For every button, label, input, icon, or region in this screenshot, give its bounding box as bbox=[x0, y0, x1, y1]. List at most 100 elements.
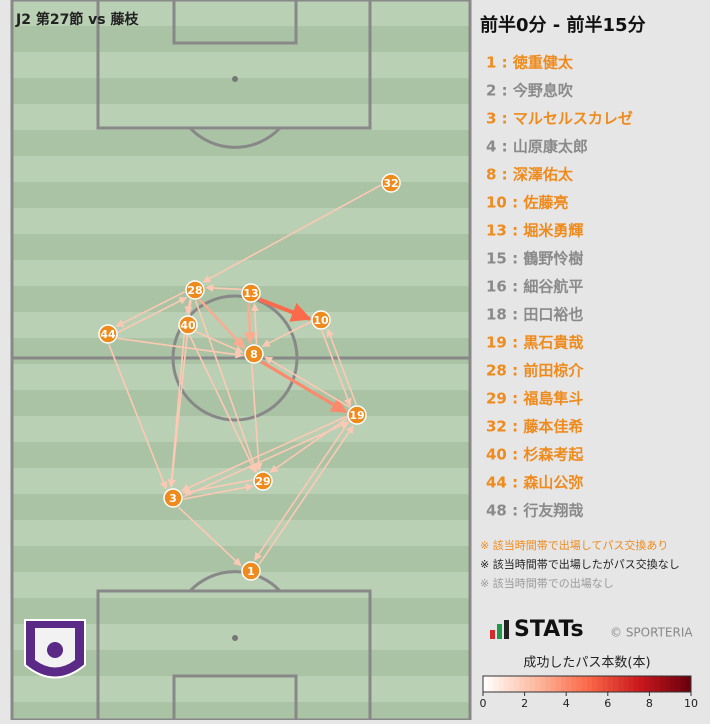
pass-edge bbox=[269, 417, 348, 473]
stripe bbox=[12, 702, 470, 724]
stripe bbox=[12, 364, 470, 390]
node-label: 3 bbox=[169, 492, 177, 505]
colorbar-tick-label: 6 bbox=[604, 697, 611, 710]
player-label: 32 : 藤本佳希 bbox=[486, 418, 583, 436]
stripe bbox=[12, 0, 470, 26]
pass-edge bbox=[264, 356, 351, 409]
player-label: 28 : 前田椋介 bbox=[486, 362, 584, 380]
player-node bbox=[163, 488, 183, 508]
player-label: 13 : 堀米勇輝 bbox=[486, 222, 583, 240]
pass-edge bbox=[205, 283, 242, 292]
colorbar-cell bbox=[628, 676, 635, 692]
colorbar-cell bbox=[576, 676, 583, 692]
colorbar-cell bbox=[654, 676, 661, 692]
stripe bbox=[12, 390, 470, 416]
player-label: 48 : 行友翔哉 bbox=[486, 502, 583, 520]
colorbar-cell bbox=[618, 676, 624, 692]
stripe bbox=[12, 78, 470, 104]
stripe bbox=[12, 572, 470, 598]
colorbar-tick-label: 2 bbox=[521, 697, 528, 710]
colorbar-tick-label: 10 bbox=[684, 697, 698, 710]
pass-edge bbox=[202, 184, 382, 283]
player-node bbox=[185, 280, 205, 300]
node-label: 29 bbox=[255, 475, 270, 488]
node-label: 10 bbox=[313, 314, 329, 327]
pass-edge bbox=[188, 334, 257, 474]
colorbar-cell bbox=[529, 676, 536, 692]
penalty-spot bbox=[232, 635, 238, 641]
stripe bbox=[12, 104, 470, 130]
colorbar-cell bbox=[675, 676, 682, 692]
pass-edge bbox=[177, 506, 242, 567]
pass-edge bbox=[250, 303, 259, 344]
match-title: J2 第27節 vs 藤枝 bbox=[15, 11, 140, 28]
colorbar-cell bbox=[680, 676, 687, 692]
stripe bbox=[12, 624, 470, 650]
pass-edge bbox=[261, 321, 312, 348]
pass-edge bbox=[320, 330, 352, 407]
player-node bbox=[98, 324, 118, 344]
penalty-spot bbox=[232, 76, 238, 82]
stripe bbox=[12, 182, 470, 208]
player-node bbox=[347, 405, 367, 425]
player-label: 4 : 山原康太郎 bbox=[486, 138, 588, 156]
pitch bbox=[12, 0, 470, 724]
player-label: 29 : 福島隼斗 bbox=[486, 390, 583, 408]
colorbar-frame bbox=[482, 675, 692, 693]
colorbar-cell bbox=[571, 676, 578, 692]
stripe bbox=[12, 598, 470, 624]
pass-edge bbox=[258, 297, 312, 322]
colorbar-cell bbox=[597, 676, 604, 692]
player-label: 16 : 細谷航平 bbox=[486, 278, 583, 296]
player-node bbox=[381, 173, 401, 193]
node-label: 19 bbox=[349, 409, 364, 422]
colorbar-cell bbox=[592, 676, 598, 692]
colorbar-cell bbox=[659, 676, 666, 692]
node-label: 40 bbox=[180, 319, 196, 332]
colorbar-cell bbox=[524, 676, 531, 692]
colorbar-tick-label: 8 bbox=[646, 697, 653, 710]
colorbar-cell bbox=[566, 676, 572, 692]
stripe bbox=[12, 494, 470, 520]
edges bbox=[108, 184, 382, 567]
node-label: 1 bbox=[247, 565, 255, 578]
player-label: 1 : 徳重健太 bbox=[486, 54, 574, 72]
stripe bbox=[12, 520, 470, 546]
note: ※ 該当時間帯で出場したがパス交換なし bbox=[480, 557, 680, 571]
player-label: 40 : 杉森考起 bbox=[486, 446, 584, 464]
player-label: 10 : 佐藤亮 bbox=[486, 194, 568, 212]
pass-edge bbox=[184, 299, 193, 315]
pass-edge bbox=[243, 303, 256, 345]
colorbar-cell bbox=[498, 676, 505, 692]
stripe bbox=[12, 260, 470, 286]
colorbar-cell bbox=[561, 676, 567, 692]
colorbar-cell bbox=[483, 676, 489, 692]
pass-edge bbox=[250, 364, 263, 472]
pass-edge bbox=[117, 337, 244, 359]
brand-credit: © SPORTERIA bbox=[610, 626, 693, 640]
stripe bbox=[12, 312, 470, 338]
player-label: 15 : 鶴野怜樹 bbox=[486, 250, 583, 268]
period-title: 前半0分 - 前半15分 bbox=[480, 14, 646, 36]
nodes: 32 28 13 10 44 40 8 19 3 29 1 bbox=[98, 173, 401, 581]
brand: STATs © SPORTERIA bbox=[490, 617, 693, 642]
player-node bbox=[241, 283, 261, 303]
colorbar-cell bbox=[633, 676, 640, 692]
note: ※ 該当時間帯での出場なし bbox=[480, 576, 614, 590]
brand-name: STATs bbox=[514, 617, 584, 642]
pass-edge bbox=[198, 298, 246, 349]
player-node bbox=[244, 344, 264, 364]
colorbar-cell bbox=[503, 676, 510, 692]
pass-edge bbox=[183, 483, 254, 500]
colorbar-cell bbox=[514, 676, 520, 692]
stripe bbox=[12, 650, 470, 676]
colorbar-cell bbox=[535, 676, 541, 692]
node-label: 32 bbox=[383, 177, 398, 190]
player-node bbox=[241, 561, 261, 581]
colorbar-cell bbox=[519, 676, 526, 692]
pass-edge bbox=[260, 360, 348, 414]
player-label: 8 : 深澤佑太 bbox=[486, 166, 574, 184]
stripe bbox=[12, 468, 470, 494]
player-list: 1 : 徳重健太 2 : 今野息吹 3 : マルセルスカレゼ 4 : 山原康太郎 8 :… bbox=[486, 54, 633, 520]
